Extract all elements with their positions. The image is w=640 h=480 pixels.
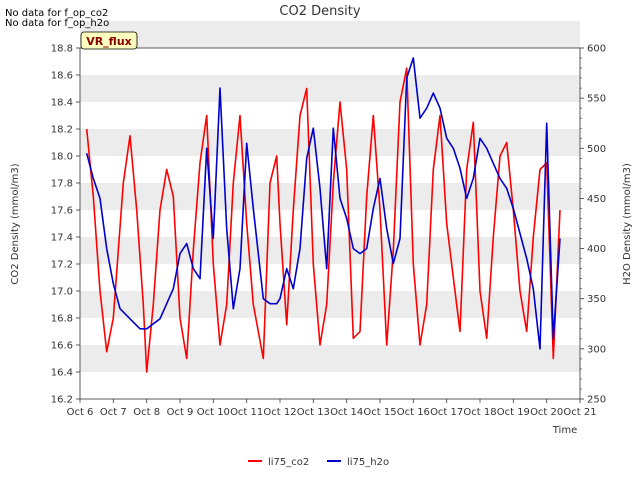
x-tick-label: Oct 19 <box>497 407 530 418</box>
no-data-note-co2: No data for f_op_co2 <box>5 8 109 19</box>
grid-band <box>80 291 580 318</box>
x-tick-label: Oct 6 <box>67 407 94 418</box>
x-tick-label: Oct 17 <box>430 407 463 418</box>
x-tick-label: Oct 8 <box>133 407 160 418</box>
left-tick-label: 17.2 <box>51 260 73 271</box>
grid-band <box>80 129 580 156</box>
x-tick-label: Oct 15 <box>363 407 396 418</box>
left-axis-ticks: 16.2 16.4 16.6 16.8 17.0 17.2 17.4 17.6 17.8 18.0… <box>51 44 80 406</box>
left-tick-label: 16.2 <box>51 395 73 406</box>
left-tick-label: 17.0 <box>51 287 73 298</box>
right-tick-label: 550 <box>587 94 606 105</box>
left-tick-label: 17.6 <box>51 206 73 217</box>
left-tick-label: 18.6 <box>51 71 73 82</box>
right-tick-label: 600 <box>587 44 606 55</box>
x-tick-label: Oct 11 <box>230 407 263 418</box>
right-axis-label: H2O Density (mmol/m3) <box>622 163 633 285</box>
chart-title: CO2 Density <box>279 4 360 19</box>
x-tick-label: Oct 20 <box>530 407 563 418</box>
series-line-li75_co2 <box>85 67 561 373</box>
right-tick-label: 350 <box>587 294 606 305</box>
x-tick-label: Oct 10 <box>197 407 230 418</box>
legend: li75_co2 li75_h2o <box>248 457 389 468</box>
left-tick-label: 16.8 <box>51 314 73 325</box>
x-tick-label: Oct 16 <box>397 407 430 418</box>
x-tick-label: Oct 7 <box>100 407 127 418</box>
x-tick-label: Oct 12 <box>263 407 296 418</box>
right-tick-label: 450 <box>587 194 606 205</box>
left-tick-label: 17.4 <box>51 233 73 244</box>
left-tick-label: 17.8 <box>51 179 73 190</box>
x-tick-label: Oct 18 <box>463 407 496 418</box>
left-tick-label: 16.4 <box>51 368 73 379</box>
left-tick-label: 18.2 <box>51 125 73 136</box>
x-tick-label: Oct 14 <box>330 407 363 418</box>
right-axis-ticks: 250 300 350 400 450 500 550 600 <box>580 44 606 406</box>
x-axis-label: Time <box>552 425 577 436</box>
right-tick-label: 500 <box>587 144 606 155</box>
vr-flux-badge: VR_flux <box>80 31 138 50</box>
right-tick-label: 300 <box>587 344 606 355</box>
x-tick-label: Oct 13 <box>297 407 330 418</box>
x-tick-label: Oct 9 <box>167 407 194 418</box>
series-line-li75_h2o <box>85 57 561 350</box>
left-tick-label: 18.0 <box>51 152 73 163</box>
left-axis-label: CO2 Density (mmol/m3) <box>10 163 21 284</box>
left-tick-label: 18.8 <box>51 44 73 55</box>
badge-text: VR_flux <box>86 35 132 48</box>
left-tick-label: 18.4 <box>51 98 73 109</box>
grid-band <box>80 75 580 102</box>
x-tick-label: Oct 21 <box>563 407 596 418</box>
right-tick-label: 400 <box>587 244 606 255</box>
plot-frame <box>79 47 581 400</box>
no-data-note-h2o: No data for f_op_h2o <box>5 18 110 29</box>
grid-band <box>80 345 580 372</box>
series-lines <box>85 57 561 373</box>
x-axis-ticks: Oct 6 Oct 7 Oct 8 Oct 9 Oct 10 Oct 11 Oct 12 Oc… <box>67 399 597 418</box>
legend-label-co2: li75_co2 <box>268 457 309 468</box>
grid-band <box>80 21 580 48</box>
right-tick-label: 250 <box>587 395 606 406</box>
left-tick-label: 16.6 <box>51 341 73 352</box>
legend-label-h2o: li75_h2o <box>347 457 389 468</box>
